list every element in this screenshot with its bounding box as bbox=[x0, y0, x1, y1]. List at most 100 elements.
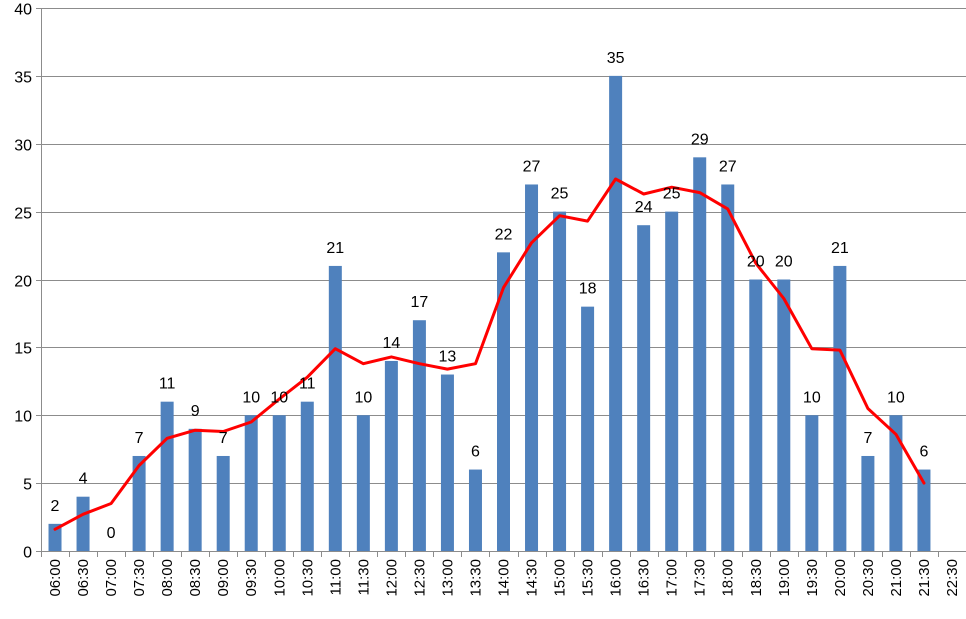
data-label-12:00: 14 bbox=[382, 335, 400, 352]
data-label-21:30: 6 bbox=[920, 444, 929, 461]
y-tick-label: 20 bbox=[14, 274, 32, 291]
data-label-10:00: 10 bbox=[270, 389, 288, 406]
bar-10:00 bbox=[272, 415, 286, 551]
bar-18:00 bbox=[721, 184, 735, 551]
x-tick-label: 18:00 bbox=[720, 559, 737, 597]
data-label-14:00: 22 bbox=[495, 226, 513, 243]
trend-line bbox=[53, 177, 926, 531]
x-tick-label: 14:30 bbox=[524, 559, 541, 597]
bar-14:30 bbox=[525, 184, 539, 551]
x-tick-label: 15:30 bbox=[580, 559, 597, 597]
x-tick-label: 20:30 bbox=[860, 559, 877, 597]
bar-13:30 bbox=[468, 469, 482, 551]
data-label-17:30: 29 bbox=[691, 131, 709, 148]
x-tick-label: 12:00 bbox=[383, 559, 400, 597]
bar-16:00 bbox=[609, 75, 623, 551]
data-label-15:00: 25 bbox=[551, 186, 569, 203]
bar-17:00 bbox=[665, 211, 679, 551]
bar-14:00 bbox=[497, 252, 510, 551]
bar-08:00 bbox=[160, 401, 174, 551]
data-label-13:30: 6 bbox=[471, 444, 480, 461]
bar-20:30 bbox=[861, 455, 875, 551]
x-tick-label: 06:00 bbox=[47, 559, 64, 597]
x-tick-label: 14:00 bbox=[496, 559, 513, 597]
bar-21:30 bbox=[917, 469, 931, 551]
data-label-11:00: 21 bbox=[326, 240, 344, 257]
data-label-20:00: 21 bbox=[831, 240, 849, 257]
bar-09:00 bbox=[216, 455, 230, 551]
y-tick-label: 25 bbox=[14, 206, 32, 223]
x-tick-label: 07:30 bbox=[131, 559, 148, 597]
x-tick-label: 19:30 bbox=[804, 559, 821, 597]
bar-11:00 bbox=[328, 265, 342, 551]
data-label-07:30: 7 bbox=[135, 430, 144, 447]
data-label-16:00: 35 bbox=[607, 50, 625, 67]
x-tick-label: 09:00 bbox=[215, 559, 232, 597]
x-tick-label: 13:00 bbox=[439, 559, 456, 597]
data-label-11:30: 10 bbox=[354, 389, 372, 406]
data-label-07:00: 0 bbox=[107, 525, 116, 542]
bar-08:30 bbox=[188, 428, 202, 551]
x-tick-label: 17:00 bbox=[664, 559, 681, 597]
data-label-15:30: 18 bbox=[579, 281, 597, 298]
x-tick-label: 08:00 bbox=[159, 559, 176, 597]
bar-13:00 bbox=[440, 374, 454, 551]
x-tick-label: 15:00 bbox=[552, 559, 569, 597]
data-label-19:30: 10 bbox=[803, 389, 821, 406]
data-label-12:30: 17 bbox=[411, 294, 429, 311]
y-tick-label: 10 bbox=[14, 409, 32, 426]
x-tick-label: 19:00 bbox=[776, 559, 793, 597]
bar-20:00 bbox=[833, 265, 847, 551]
bar-series bbox=[48, 75, 931, 551]
bar-12:30 bbox=[412, 320, 426, 551]
bar-15:00 bbox=[553, 211, 567, 551]
data-label-09:30: 10 bbox=[242, 389, 260, 406]
y-tick-label: 15 bbox=[14, 341, 32, 358]
data-label-19:00: 20 bbox=[775, 254, 793, 271]
bar-15:30 bbox=[581, 306, 595, 551]
y-tick-label: 35 bbox=[14, 70, 32, 87]
x-tick-label: 07:00 bbox=[103, 559, 120, 597]
x-tick-label: 12:30 bbox=[411, 559, 428, 597]
data-label-18:30: 20 bbox=[747, 254, 765, 271]
data-label-06:30: 4 bbox=[79, 471, 88, 488]
x-tick-label: 16:00 bbox=[608, 559, 625, 597]
bar-06:30 bbox=[76, 496, 90, 551]
trend-line-series bbox=[53, 177, 926, 531]
bar-19:30 bbox=[805, 415, 819, 551]
y-tick-label: 5 bbox=[23, 477, 32, 494]
bar-21:00 bbox=[889, 415, 903, 551]
bar-07:30 bbox=[132, 455, 146, 551]
x-tick-label: 08:30 bbox=[187, 559, 204, 597]
x-tick-label: 21:00 bbox=[888, 559, 905, 597]
x-tick-label: 09:30 bbox=[243, 559, 260, 597]
data-label-20:30: 7 bbox=[863, 430, 872, 447]
bar-17:30 bbox=[693, 157, 707, 551]
data-label-10:30: 11 bbox=[299, 376, 316, 393]
data-label-14:30: 27 bbox=[523, 158, 541, 175]
bar-18:30 bbox=[749, 279, 763, 551]
x-tick-label: 11:00 bbox=[327, 559, 344, 595]
x-tick-label: 22:30 bbox=[944, 559, 961, 597]
y-tick-label: 0 bbox=[23, 545, 32, 562]
data-label-16:30: 24 bbox=[635, 199, 653, 216]
data-label-08:00: 11 bbox=[159, 376, 176, 393]
x-tick-label: 17:30 bbox=[692, 559, 709, 597]
x-tick-label: 21:30 bbox=[916, 559, 933, 597]
x-tick-label: 16:30 bbox=[636, 559, 653, 597]
data-label-18:00: 27 bbox=[719, 158, 737, 175]
x-tick-label: 06:30 bbox=[75, 559, 92, 597]
data-label-21:00: 10 bbox=[887, 389, 905, 406]
x-tick-label: 10:00 bbox=[271, 559, 288, 597]
bar-06:00 bbox=[48, 523, 62, 551]
bar-12:00 bbox=[384, 360, 398, 551]
x-tick-label: 20:00 bbox=[832, 559, 849, 597]
data-label-09:00: 7 bbox=[219, 430, 228, 447]
bar-09:30 bbox=[244, 415, 258, 551]
x-tick-label: 10:30 bbox=[299, 559, 316, 597]
data-label-13:00: 13 bbox=[439, 349, 457, 366]
x-tick-label: 13:30 bbox=[467, 559, 484, 597]
